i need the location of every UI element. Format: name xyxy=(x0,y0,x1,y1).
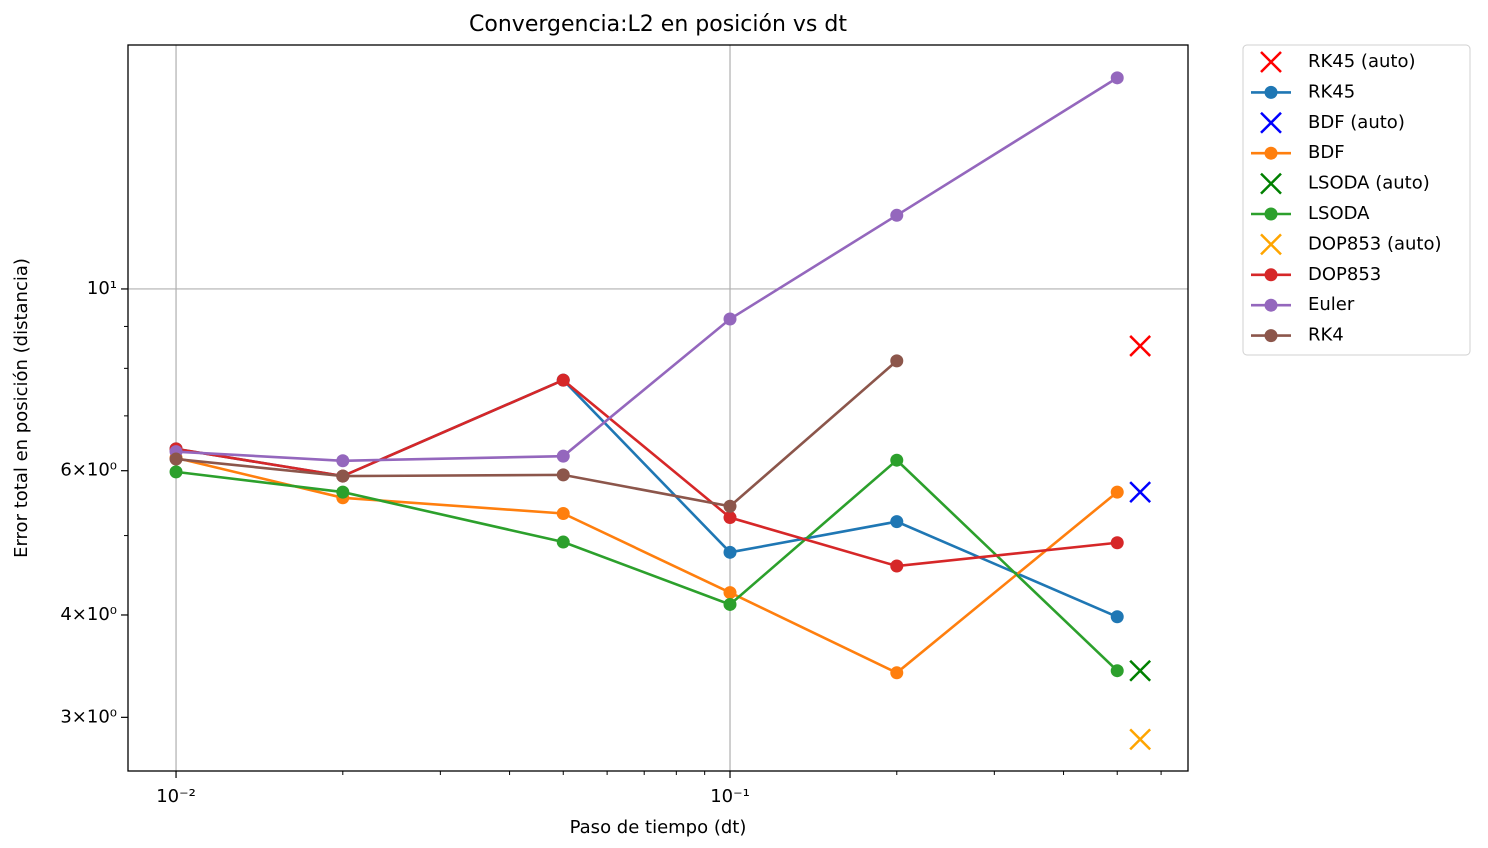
point xyxy=(890,515,904,529)
point xyxy=(1129,728,1152,751)
point xyxy=(169,465,183,479)
chart-title: Convergencia:L2 en posición vs dt xyxy=(469,12,847,37)
legend-label: DOP853 xyxy=(1308,264,1381,285)
series-line xyxy=(175,378,1118,568)
point xyxy=(1110,71,1124,85)
point xyxy=(723,597,737,611)
legend-box xyxy=(1242,44,1471,356)
point xyxy=(336,485,350,499)
point xyxy=(723,312,737,326)
legend-label: RK4 xyxy=(1308,325,1344,346)
point xyxy=(890,354,904,368)
point xyxy=(556,449,570,463)
legend-label: BDF (auto) xyxy=(1308,112,1405,133)
y-tick-label: 3×10⁰ xyxy=(60,706,117,727)
point xyxy=(1129,481,1152,503)
legend-marker xyxy=(1264,207,1278,221)
legend-label: LSODA (auto) xyxy=(1308,173,1430,194)
point xyxy=(1110,664,1124,678)
point xyxy=(556,535,570,549)
point xyxy=(1129,335,1152,357)
y-tick-label: 10¹ xyxy=(87,278,117,299)
point xyxy=(556,507,570,521)
point xyxy=(890,208,904,222)
legend-marker xyxy=(1264,146,1278,160)
legend-label: Euler xyxy=(1308,294,1355,315)
point xyxy=(723,586,737,600)
point xyxy=(556,373,570,387)
legend-label: RK45 xyxy=(1308,81,1355,102)
legend-marker xyxy=(1260,233,1282,256)
series-line xyxy=(175,456,1119,675)
legend-marker xyxy=(1264,329,1278,343)
legend-label: DOP853 (auto) xyxy=(1308,233,1442,254)
point xyxy=(723,499,737,513)
legend-marker xyxy=(1264,298,1278,312)
x-axis-label: Paso de tiempo (dt) xyxy=(570,817,747,838)
plot-frame xyxy=(127,44,1189,772)
point xyxy=(556,468,570,482)
x-tick-label: 10⁻¹ xyxy=(710,786,750,807)
y-tick-label: 4×10⁰ xyxy=(60,604,117,625)
point xyxy=(1110,536,1124,550)
y-tick-label: 6×10⁰ xyxy=(60,460,117,481)
point xyxy=(890,453,904,467)
legend-marker xyxy=(1260,51,1282,73)
point xyxy=(723,545,737,559)
series-line xyxy=(175,378,1118,618)
series-line xyxy=(175,458,1119,672)
point xyxy=(723,511,737,525)
legend-marker xyxy=(1260,172,1282,195)
legend-marker xyxy=(1264,268,1278,282)
point xyxy=(1110,485,1124,499)
point xyxy=(336,469,350,483)
point xyxy=(336,454,350,468)
legend-label: LSODA xyxy=(1308,203,1370,224)
x-tick-label: 10⁻² xyxy=(156,786,196,807)
legend-marker xyxy=(1264,85,1278,99)
legend-label: BDF xyxy=(1308,142,1345,163)
point xyxy=(890,559,904,573)
y-axis-label: Error total en posición (distancia) xyxy=(11,258,32,558)
legend-marker xyxy=(1260,111,1282,134)
point xyxy=(1129,659,1152,682)
point xyxy=(1110,610,1124,624)
legend-label: RK45 (auto) xyxy=(1308,51,1416,72)
point xyxy=(169,452,183,466)
point xyxy=(890,666,904,680)
series-line xyxy=(175,76,1118,463)
